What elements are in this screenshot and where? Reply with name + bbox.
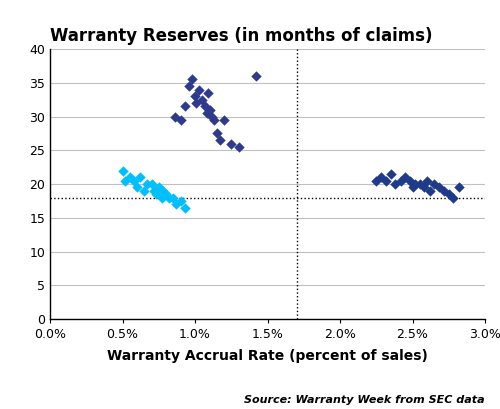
- Point: [406, 178, 413, 184]
- Point: [162, 191, 170, 198]
- Point: [150, 187, 158, 194]
- Point: [408, 184, 416, 191]
- Point: [430, 181, 438, 187]
- Point: [440, 187, 448, 194]
- Point: [192, 100, 200, 106]
- Point: [158, 194, 166, 201]
- Point: [213, 130, 221, 137]
- Point: [402, 174, 409, 181]
- Point: [210, 117, 218, 123]
- Point: [382, 178, 390, 184]
- Point: [216, 137, 224, 144]
- Point: [170, 113, 178, 120]
- Point: [181, 204, 189, 211]
- Point: [220, 117, 228, 123]
- Point: [204, 90, 212, 96]
- Point: [376, 174, 384, 181]
- Point: [136, 174, 144, 181]
- Point: [206, 106, 214, 113]
- Point: [176, 198, 184, 204]
- X-axis label: Warranty Accrual Rate (percent of sales): Warranty Accrual Rate (percent of sales): [107, 349, 428, 363]
- Point: [122, 178, 130, 184]
- Point: [416, 181, 424, 187]
- Point: [130, 178, 138, 184]
- Point: [143, 181, 151, 187]
- Point: [140, 187, 148, 194]
- Point: [412, 181, 420, 187]
- Point: [181, 103, 189, 110]
- Point: [202, 110, 210, 117]
- Point: [397, 178, 405, 184]
- Point: [152, 191, 160, 198]
- Point: [118, 167, 126, 174]
- Point: [191, 93, 199, 99]
- Point: [372, 178, 380, 184]
- Text: Warranty Reserves (in months of claims): Warranty Reserves (in months of claims): [50, 27, 432, 45]
- Point: [165, 194, 173, 201]
- Point: [426, 187, 434, 194]
- Point: [155, 184, 163, 191]
- Point: [445, 191, 453, 198]
- Point: [449, 194, 457, 201]
- Point: [159, 187, 167, 194]
- Point: [434, 184, 442, 191]
- Point: [188, 76, 196, 83]
- Point: [387, 171, 395, 177]
- Point: [148, 181, 156, 187]
- Point: [126, 174, 134, 181]
- Text: Source: Warranty Week from SEC data: Source: Warranty Week from SEC data: [244, 395, 485, 405]
- Point: [201, 103, 209, 110]
- Point: [185, 83, 193, 90]
- Point: [208, 113, 216, 120]
- Point: [133, 184, 141, 191]
- Point: [455, 184, 463, 191]
- Point: [172, 201, 180, 207]
- Point: [170, 194, 177, 201]
- Point: [252, 73, 260, 79]
- Point: [420, 184, 428, 191]
- Point: [228, 140, 235, 147]
- Point: [196, 86, 203, 93]
- Point: [423, 178, 431, 184]
- Point: [234, 144, 242, 150]
- Point: [391, 181, 399, 187]
- Point: [198, 97, 206, 103]
- Point: [176, 117, 184, 123]
